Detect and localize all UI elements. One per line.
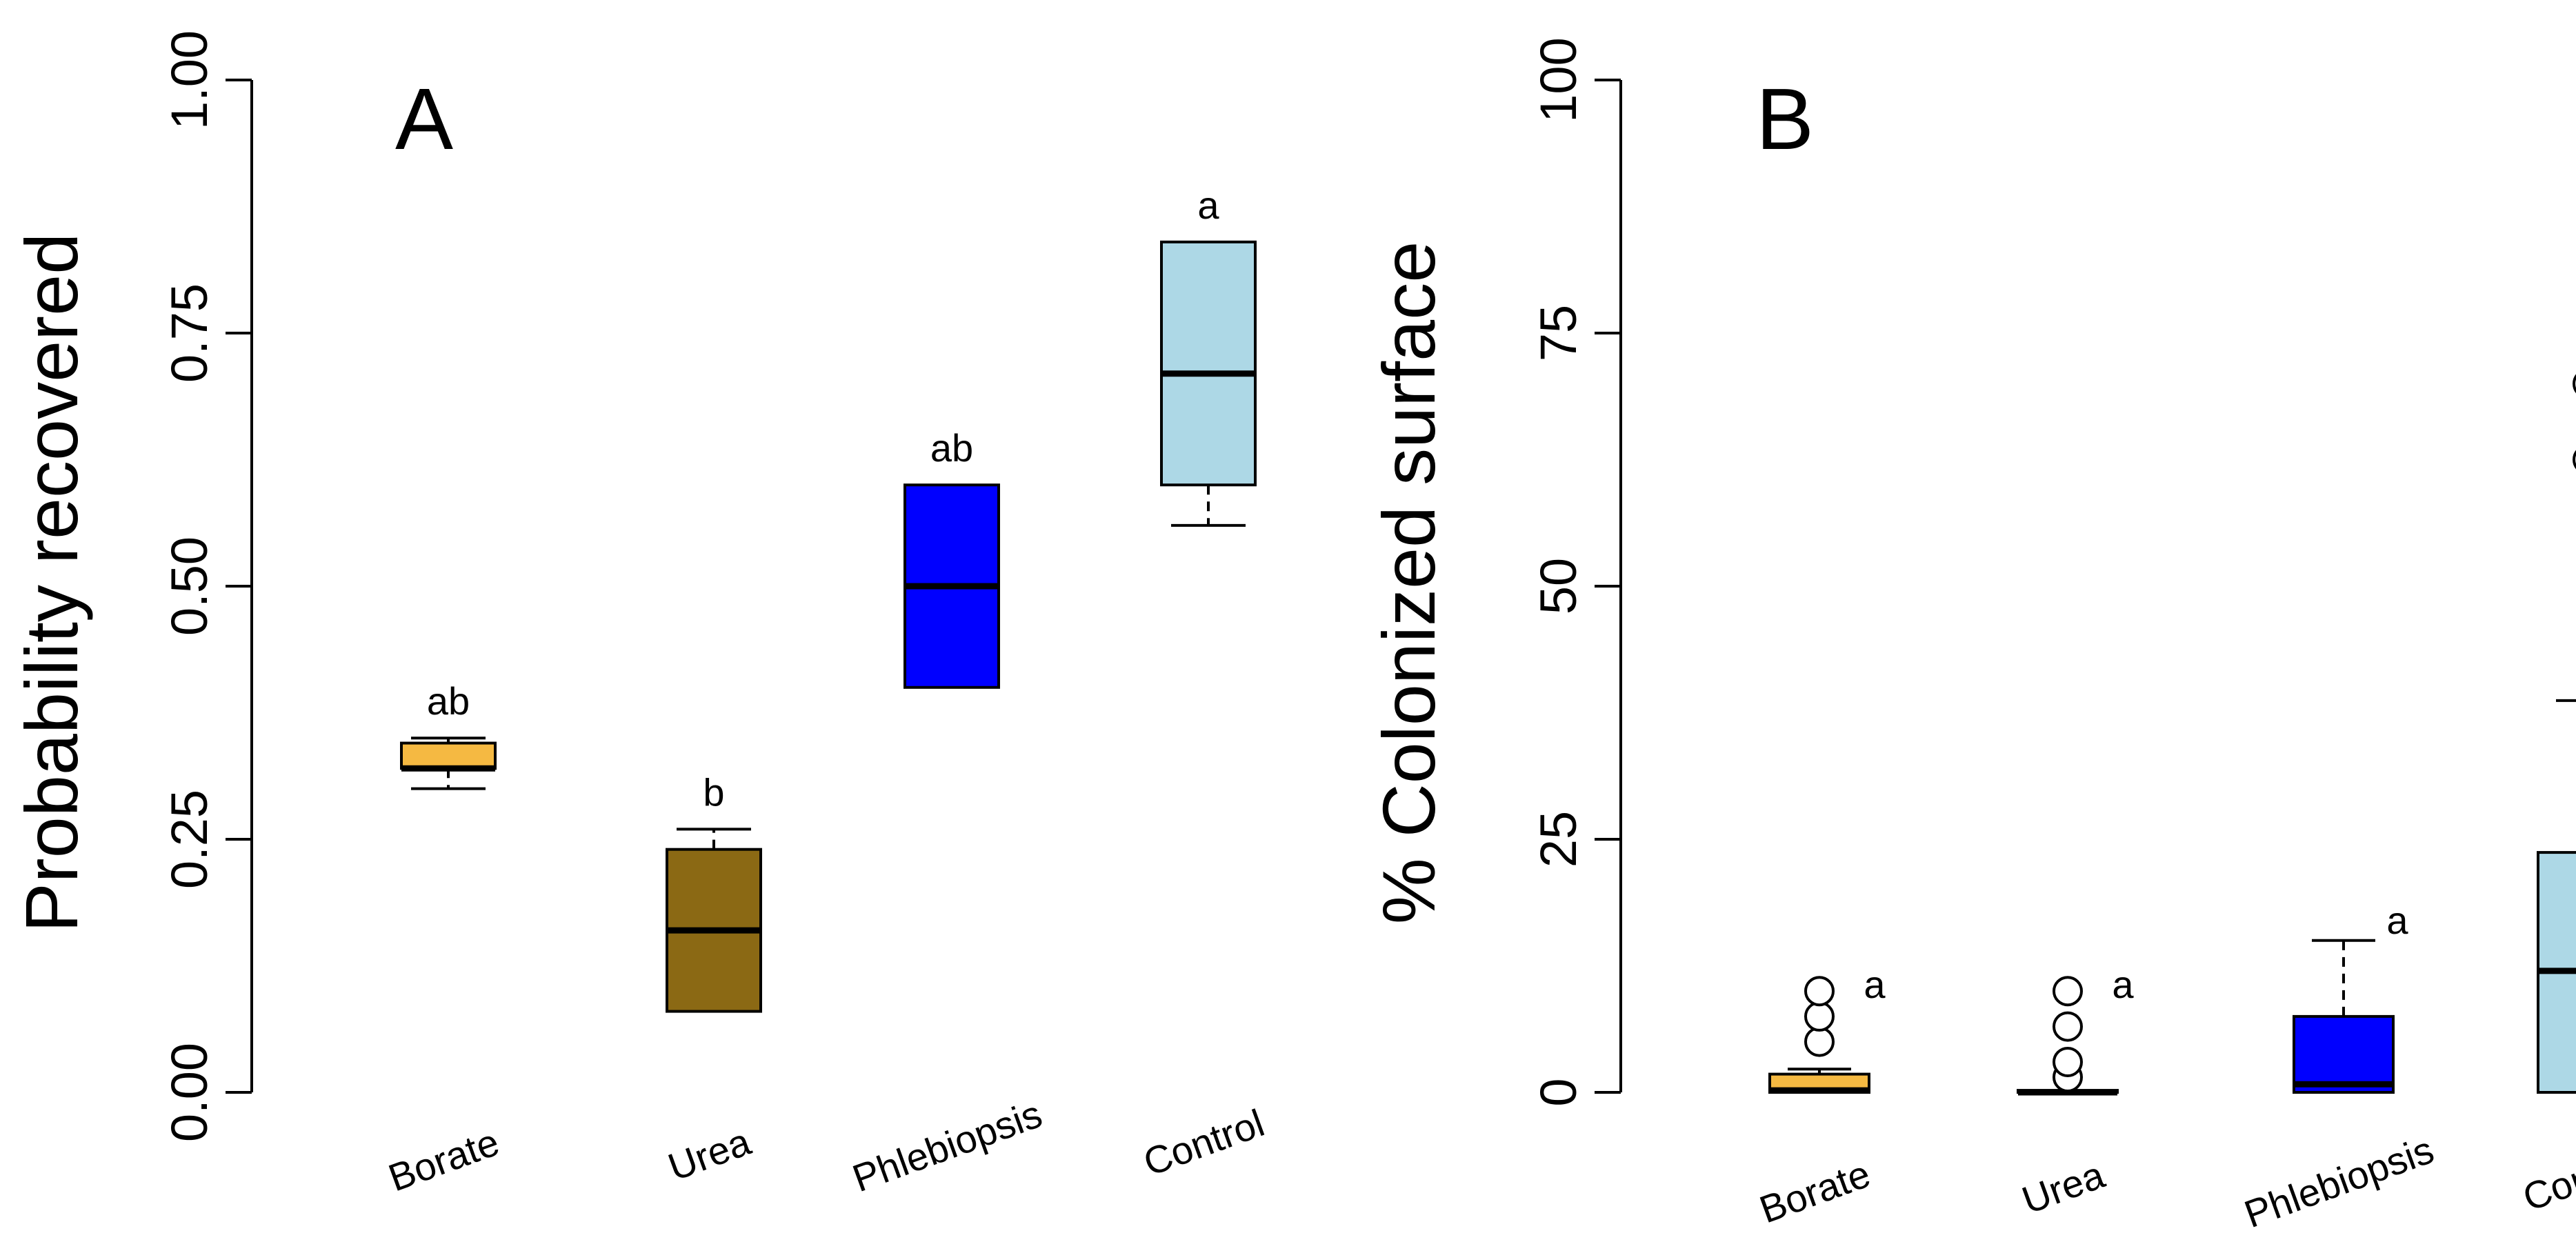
panel-b-x-labels: Borate Urea Phlebiopsis Control	[1754, 1128, 2576, 1236]
significance-letter: b	[703, 770, 724, 814]
box-body	[2293, 1014, 2395, 1094]
outlier-point	[2053, 1011, 2083, 1042]
x-category-label: Phlebiopsis	[847, 1092, 1048, 1200]
significance-letter: a	[2386, 899, 2408, 942]
significance-letter: a	[1197, 183, 1219, 227]
box-urea: b	[666, 770, 762, 1013]
box-control: a	[1160, 183, 1257, 527]
x-category-label: Control	[1138, 1101, 1270, 1184]
panel-a-boxes: ab b ab a	[400, 183, 1257, 1013]
outlier-point	[1804, 1026, 1835, 1057]
box-borate: ab	[400, 679, 497, 790]
x-category-label: Phlebiopsis	[2239, 1128, 2439, 1236]
panel-b-y-ticks: 0 25 50 75 100	[1530, 37, 1621, 1107]
panel-a-y-tick-label: 1.00	[161, 30, 218, 130]
outlier-point	[2053, 976, 2083, 1007]
significance-letter: ab	[427, 679, 470, 723]
box-body	[400, 741, 497, 770]
panel-b: B % Colonized surface 0 25 50 75 100 a a a b Bo…	[1367, 37, 2576, 1236]
x-category-label: Urea	[2017, 1152, 2110, 1222]
panel-b-y-axis-title: % Colonized surface	[1367, 241, 1450, 925]
panel-b-y-tick-label: 25	[1530, 811, 1587, 868]
panel-b-y-tick-label: 100	[1530, 37, 1587, 122]
box-urea: a	[2017, 963, 2134, 1096]
panel-a-y-axis-title: Probability recovered	[10, 233, 93, 933]
outlier-point	[2053, 1046, 2083, 1077]
outlier-point	[2573, 374, 2576, 394]
panel-b-y-tick-label: 50	[1530, 558, 1587, 614]
x-category-label: Borate	[383, 1120, 505, 1200]
panel-a-y-tick-label: 0.50	[161, 537, 218, 636]
significance-letter: a	[1864, 963, 1886, 1006]
panel-a: A Probability recovered 0.00 0.25 0.50 0.75…	[10, 30, 1270, 1200]
panel-b-boxes: a a a b	[1768, 374, 2576, 1096]
panel-a-x-labels: Borate Urea Phlebiopsis Control	[383, 1092, 1270, 1200]
significance-letter: ab	[930, 426, 973, 470]
outlier-point	[1804, 1001, 1835, 1032]
box-borate: a	[1768, 963, 1886, 1094]
x-category-label: Control	[2517, 1136, 2576, 1219]
box-phlebiopsis: ab	[903, 426, 1000, 689]
panel-b-y-tick-label: 0	[1530, 1078, 1587, 1106]
x-category-label: Urea	[663, 1119, 757, 1189]
panel-a-y-tick-label: 0.25	[161, 790, 218, 889]
outlier-point	[1804, 976, 1835, 1007]
x-category-label: Borate	[1754, 1152, 1876, 1232]
panel-b-label: B	[1756, 70, 1814, 168]
box-phlebiopsis: a	[2293, 899, 2408, 1094]
panel-a-y-ticks: 0.00 0.25 0.50 0.75 1.00	[161, 30, 252, 1142]
outlier-point	[2573, 450, 2576, 470]
panel-b-y-tick-label: 75	[1530, 305, 1587, 361]
panel-a-y-tick-label: 0.75	[161, 283, 218, 383]
significance-letter: a	[2112, 963, 2134, 1006]
box-body	[1160, 240, 1257, 487]
box-control: b	[2537, 374, 2576, 1094]
panel-a-label: A	[395, 70, 453, 168]
panel-a-y-tick-label: 0.00	[161, 1043, 218, 1142]
